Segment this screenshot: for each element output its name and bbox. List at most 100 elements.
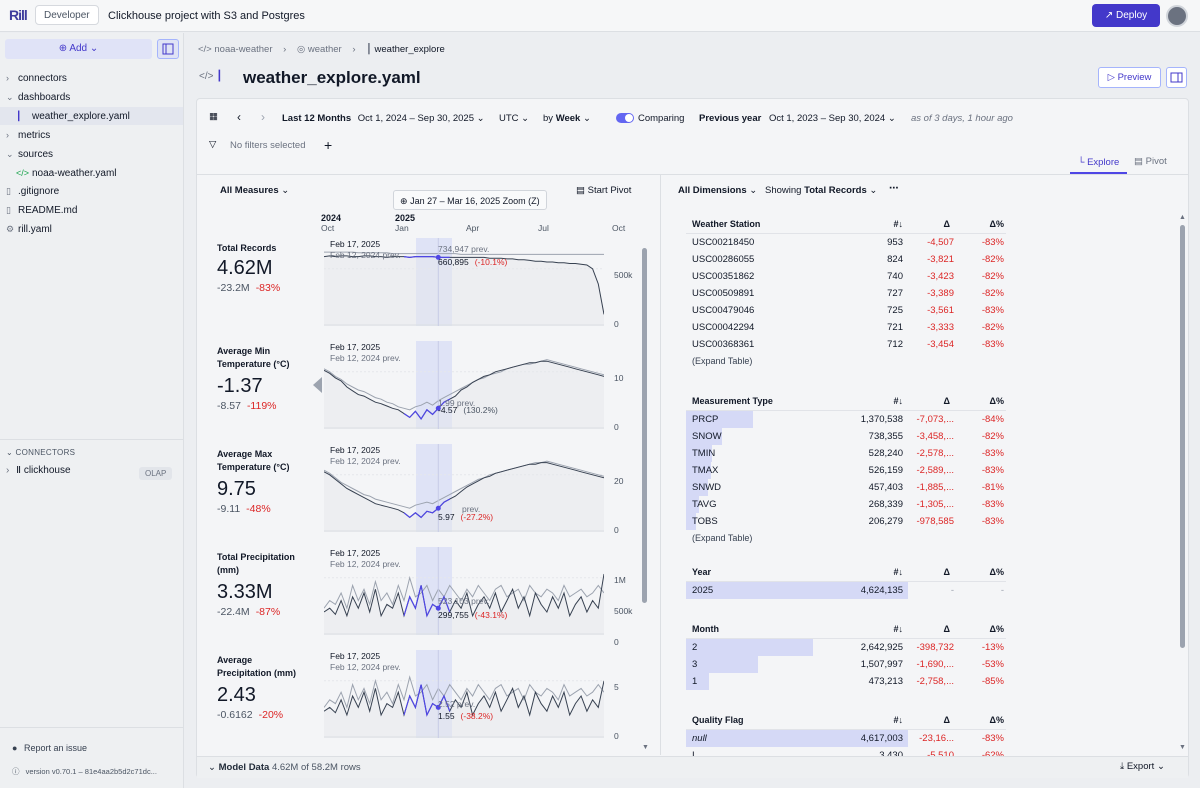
dimension-title[interactable]: Quality Flag xyxy=(692,715,744,725)
breadcrumb-source[interactable]: noaa-weather xyxy=(214,44,273,55)
sort-value-column[interactable]: #↓ xyxy=(893,396,903,406)
scroll-down-icon[interactable]: ▼ xyxy=(642,744,649,751)
zoom-button[interactable]: ⊕ Jan 27 – Mar 16, 2025 Zoom (Z) xyxy=(393,190,547,210)
delta-column[interactable]: Δ xyxy=(943,567,950,577)
dimension-row[interactable]: SNOW 738,355 -3,458,... -82% xyxy=(686,428,1006,445)
measure-chart[interactable] xyxy=(323,444,605,532)
connector-clickhouse[interactable]: › Ⅱ clickhouse xyxy=(6,465,71,476)
measure-chart-container[interactable] xyxy=(323,238,605,328)
dimension-row[interactable]: USC00286055 824 -3,821 -82% xyxy=(686,251,1006,268)
sort-value-column[interactable]: #↓ xyxy=(893,715,903,725)
file-tree-item[interactable]: ┃ weather_explore.yaml xyxy=(0,107,183,125)
more-options-icon[interactable]: ⋯ xyxy=(889,183,899,194)
dimensions-scrollbar[interactable] xyxy=(1180,225,1185,648)
measure-chart[interactable] xyxy=(323,650,605,738)
delta-pct-column[interactable]: Δ% xyxy=(989,567,1004,577)
dimension-row[interactable]: SNWD 457,403 -1,885,... -81% xyxy=(686,479,1006,496)
dimension-row[interactable]: USC00479046 725 -3,561 -83% xyxy=(686,302,1006,319)
delta-column[interactable]: Δ xyxy=(943,219,950,229)
measure-chart[interactable] xyxy=(323,341,605,429)
showing-measure-picker[interactable]: Showing Total Records ⌄ xyxy=(765,185,877,196)
file-tree-item[interactable]: ⌄ dashboards xyxy=(0,88,183,106)
start-pivot-button[interactable]: ▤ Start Pivot xyxy=(576,185,631,196)
delta-column[interactable]: Δ xyxy=(943,715,950,725)
sort-value-column[interactable]: #↓ xyxy=(893,624,903,634)
export-button[interactable]: ⤓ Export ⌄ xyxy=(1120,761,1165,772)
add-button[interactable]: ⊕ Add ⌄ xyxy=(5,39,152,59)
file-tree-item[interactable]: ⚙ rill.yaml xyxy=(0,220,183,238)
measure-chart-container[interactable] xyxy=(323,341,605,431)
delta-pct-column[interactable]: Δ% xyxy=(989,624,1004,634)
report-issue-link[interactable]: ● Report an issue xyxy=(12,743,87,753)
measures-scrollbar[interactable] xyxy=(642,248,647,603)
deploy-button[interactable]: ↗︎ Deploy xyxy=(1092,4,1160,27)
breadcrumb-explore[interactable]: weather_explore xyxy=(374,44,445,55)
rill-logo[interactable]: Rill xyxy=(9,7,28,23)
connectors-header[interactable]: ⌄ CONNECTORS xyxy=(6,448,75,457)
expand-table-link[interactable]: (Expand Table) xyxy=(692,533,753,543)
file-tree-item[interactable]: ⌄ sources xyxy=(0,145,183,163)
prev-period-button[interactable]: ‹ xyxy=(237,110,241,124)
scroll-down-icon[interactable]: ▼ xyxy=(1179,744,1186,751)
dimension-table-header[interactable]: Weather Station #↓ Δ Δ% xyxy=(686,212,1006,234)
dimension-row[interactable]: USC00218450 953 -4,507 -83% xyxy=(686,234,1006,251)
time-grain-picker[interactable]: by Week ⌄ xyxy=(543,113,591,124)
dimension-row[interactable]: 3 1,507,997 -1,690,... -53% xyxy=(686,656,1006,673)
dimension-title[interactable]: Measurement Type xyxy=(692,396,773,406)
measure-card[interactable]: Average Max Temperature (°C) 9.75 -9.11 -48… xyxy=(217,448,317,515)
dimension-row[interactable]: TAVG 268,339 -1,305,... -83% xyxy=(686,496,1006,513)
delta-pct-column[interactable]: Δ% xyxy=(989,396,1004,406)
file-tree-item[interactable]: ▯ .gitignore xyxy=(0,182,183,200)
file-tree-item[interactable]: › connectors xyxy=(0,69,183,87)
file-tree-item[interactable]: ▯ README.md xyxy=(0,201,183,219)
measure-card[interactable]: Total Precipitation (mm) 3.33M -22.4M -87% xyxy=(217,551,317,618)
dimension-row[interactable]: 2 2,642,925 -398,732 -13% xyxy=(686,639,1006,656)
dimension-row[interactable]: PRCP 1,370,538 -7,073,... -84% xyxy=(686,411,1006,428)
dimension-row[interactable]: TOBS 206,279 -978,585 -83% xyxy=(686,513,1006,530)
measure-card[interactable]: Average Min Temperature (°C) -1.37 -8.57 -1… xyxy=(217,345,317,412)
page-title[interactable]: weather_explore.yaml xyxy=(243,68,421,87)
dimension-row[interactable]: 1 473,213 -2,758,... -85% xyxy=(686,673,1006,690)
expand-table-link[interactable]: (Expand Table) xyxy=(692,356,753,366)
dimension-table-header[interactable]: Measurement Type #↓ Δ Δ% xyxy=(686,389,1006,411)
scroll-up-icon[interactable]: ▲ xyxy=(1179,214,1186,221)
delta-column[interactable]: Δ xyxy=(943,624,950,634)
dimension-title[interactable]: Year xyxy=(692,567,712,577)
dimension-row[interactable]: USC00351862 740 -3,423 -82% xyxy=(686,268,1006,285)
calendar-icon[interactable]: ▦ xyxy=(209,111,218,122)
all-dimensions-picker[interactable]: All Dimensions ⌄ xyxy=(678,185,757,196)
sort-value-column[interactable]: #↓ xyxy=(893,219,903,229)
dimension-table-header[interactable]: Month #↓ Δ Δ% xyxy=(686,617,1006,639)
measure-card[interactable]: Average Precipitation (mm) 2.43 -0.6162 -20… xyxy=(217,654,317,721)
breadcrumb-model[interactable]: weather xyxy=(307,44,342,55)
measure-chart-container[interactable] xyxy=(323,650,605,740)
measure-chart[interactable] xyxy=(323,547,605,635)
tab-explore[interactable]: └ Explore xyxy=(1070,156,1127,174)
avatar[interactable] xyxy=(1166,5,1188,27)
add-filter-button[interactable]: + xyxy=(324,137,333,153)
time-range-picker[interactable]: Last 12 Months Oct 1, 2024 – Sep 30, 202… xyxy=(282,113,485,124)
next-period-button[interactable]: › xyxy=(261,110,265,124)
measure-card[interactable]: Total Records 4.62M -23.2M -83% xyxy=(217,242,317,294)
model-data-bar[interactable]: ⌄ Model Data 4.62M of 58.2M rows xyxy=(197,756,1188,778)
file-tree-item[interactable]: </> noaa-weather.yaml xyxy=(0,164,183,182)
dimension-table-header[interactable]: Year #↓ Δ Δ% xyxy=(686,560,1006,582)
measure-chart-container[interactable] xyxy=(323,547,605,637)
dimension-row[interactable]: null 4,617,003 -23,16... -83% xyxy=(686,730,1006,747)
delta-pct-column[interactable]: Δ% xyxy=(989,219,1004,229)
pane-divider[interactable] xyxy=(660,175,661,755)
delta-column[interactable]: Δ xyxy=(943,396,950,406)
all-measures-picker[interactable]: All Measures ⌄ xyxy=(220,185,289,196)
sort-value-column[interactable]: #↓ xyxy=(893,567,903,577)
preview-button[interactable]: ▷ Preview xyxy=(1098,67,1161,88)
dimension-row[interactable]: I 3,430 -5,510 -62% xyxy=(686,747,1006,764)
measure-chart[interactable] xyxy=(323,238,605,326)
delta-pct-column[interactable]: Δ% xyxy=(989,715,1004,725)
measure-chart-container[interactable] xyxy=(323,444,605,534)
dimension-row[interactable]: TMAX 526,159 -2,589,... -83% xyxy=(686,462,1006,479)
dimension-row[interactable]: USC00042294 721 -3,333 -82% xyxy=(686,319,1006,336)
comparison-toggle[interactable] xyxy=(616,113,634,123)
dimension-row[interactable]: TMIN 528,240 -2,578,... -83% xyxy=(686,445,1006,462)
timezone-picker[interactable]: UTC ⌄ xyxy=(499,113,529,124)
dimension-row[interactable]: 2025 4,624,135 - - xyxy=(686,582,1006,599)
